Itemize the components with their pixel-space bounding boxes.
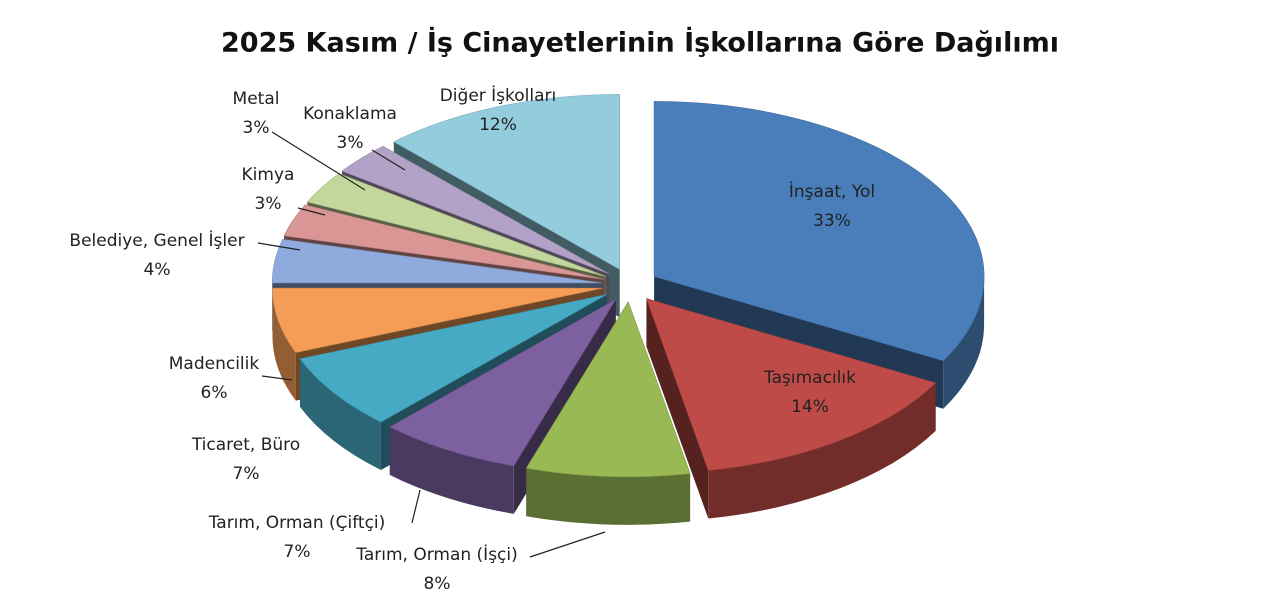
slice-label: Belediye, Genel İşler: [69, 230, 244, 251]
slice-top: [283, 204, 604, 280]
value-label: 4%: [144, 260, 171, 280]
slice-label: Konaklama: [303, 104, 397, 124]
slice-side: [300, 358, 381, 471]
value-label: 7%: [233, 464, 260, 484]
leader-line: [371, 149, 406, 171]
value-label: 12%: [479, 115, 517, 135]
slice-top: [272, 287, 603, 353]
slice-side: [708, 382, 936, 519]
value-label: 14%: [791, 397, 829, 417]
slice: [645, 298, 937, 519]
chart-title: 2025 Kasım / İş Cinayetlerinin İşkolları…: [221, 27, 1059, 59]
value-label: 8%: [424, 574, 451, 594]
slice-top: [341, 145, 610, 275]
slice-label: Taşımacılık: [763, 368, 856, 388]
slice-top: [389, 298, 617, 467]
slice-top: [645, 298, 937, 471]
value-label: 3%: [337, 133, 364, 153]
slice-top: [653, 101, 985, 362]
slice-top: [271, 239, 603, 284]
leader-line: [257, 242, 301, 251]
slice-top: [393, 94, 620, 270]
slice-side: [943, 276, 985, 409]
value-label: 3%: [255, 194, 282, 214]
leader-line: [261, 375, 293, 381]
slice-side: [526, 468, 691, 525]
leader-line: [529, 531, 606, 558]
slice-wall: [646, 298, 709, 519]
slice-label: İnşaat, Yol: [789, 181, 875, 202]
value-label: 3%: [243, 118, 270, 138]
slice: [525, 301, 691, 525]
value-label: 7%: [284, 542, 311, 562]
slice-label: Tarım, Orman (İşçi): [355, 544, 518, 565]
slice-label: Metal: [233, 89, 280, 109]
leader-line: [411, 489, 421, 524]
slice-label: Tarım, Orman (Çiftçi): [208, 513, 386, 533]
slice-label: Kimya: [242, 165, 295, 185]
slice-label: Ticaret, Büro: [191, 435, 300, 455]
slice-side: [272, 288, 296, 401]
slice-label: Diğer İşkolları: [440, 85, 557, 106]
leader-line: [271, 131, 366, 191]
slice-top: [525, 301, 691, 478]
value-label: 33%: [813, 211, 851, 231]
leader-line: [297, 207, 326, 216]
slice-label: Madencilik: [169, 354, 260, 374]
slice-top: [299, 294, 607, 423]
value-label: 6%: [201, 383, 228, 403]
slice-side: [389, 427, 514, 514]
